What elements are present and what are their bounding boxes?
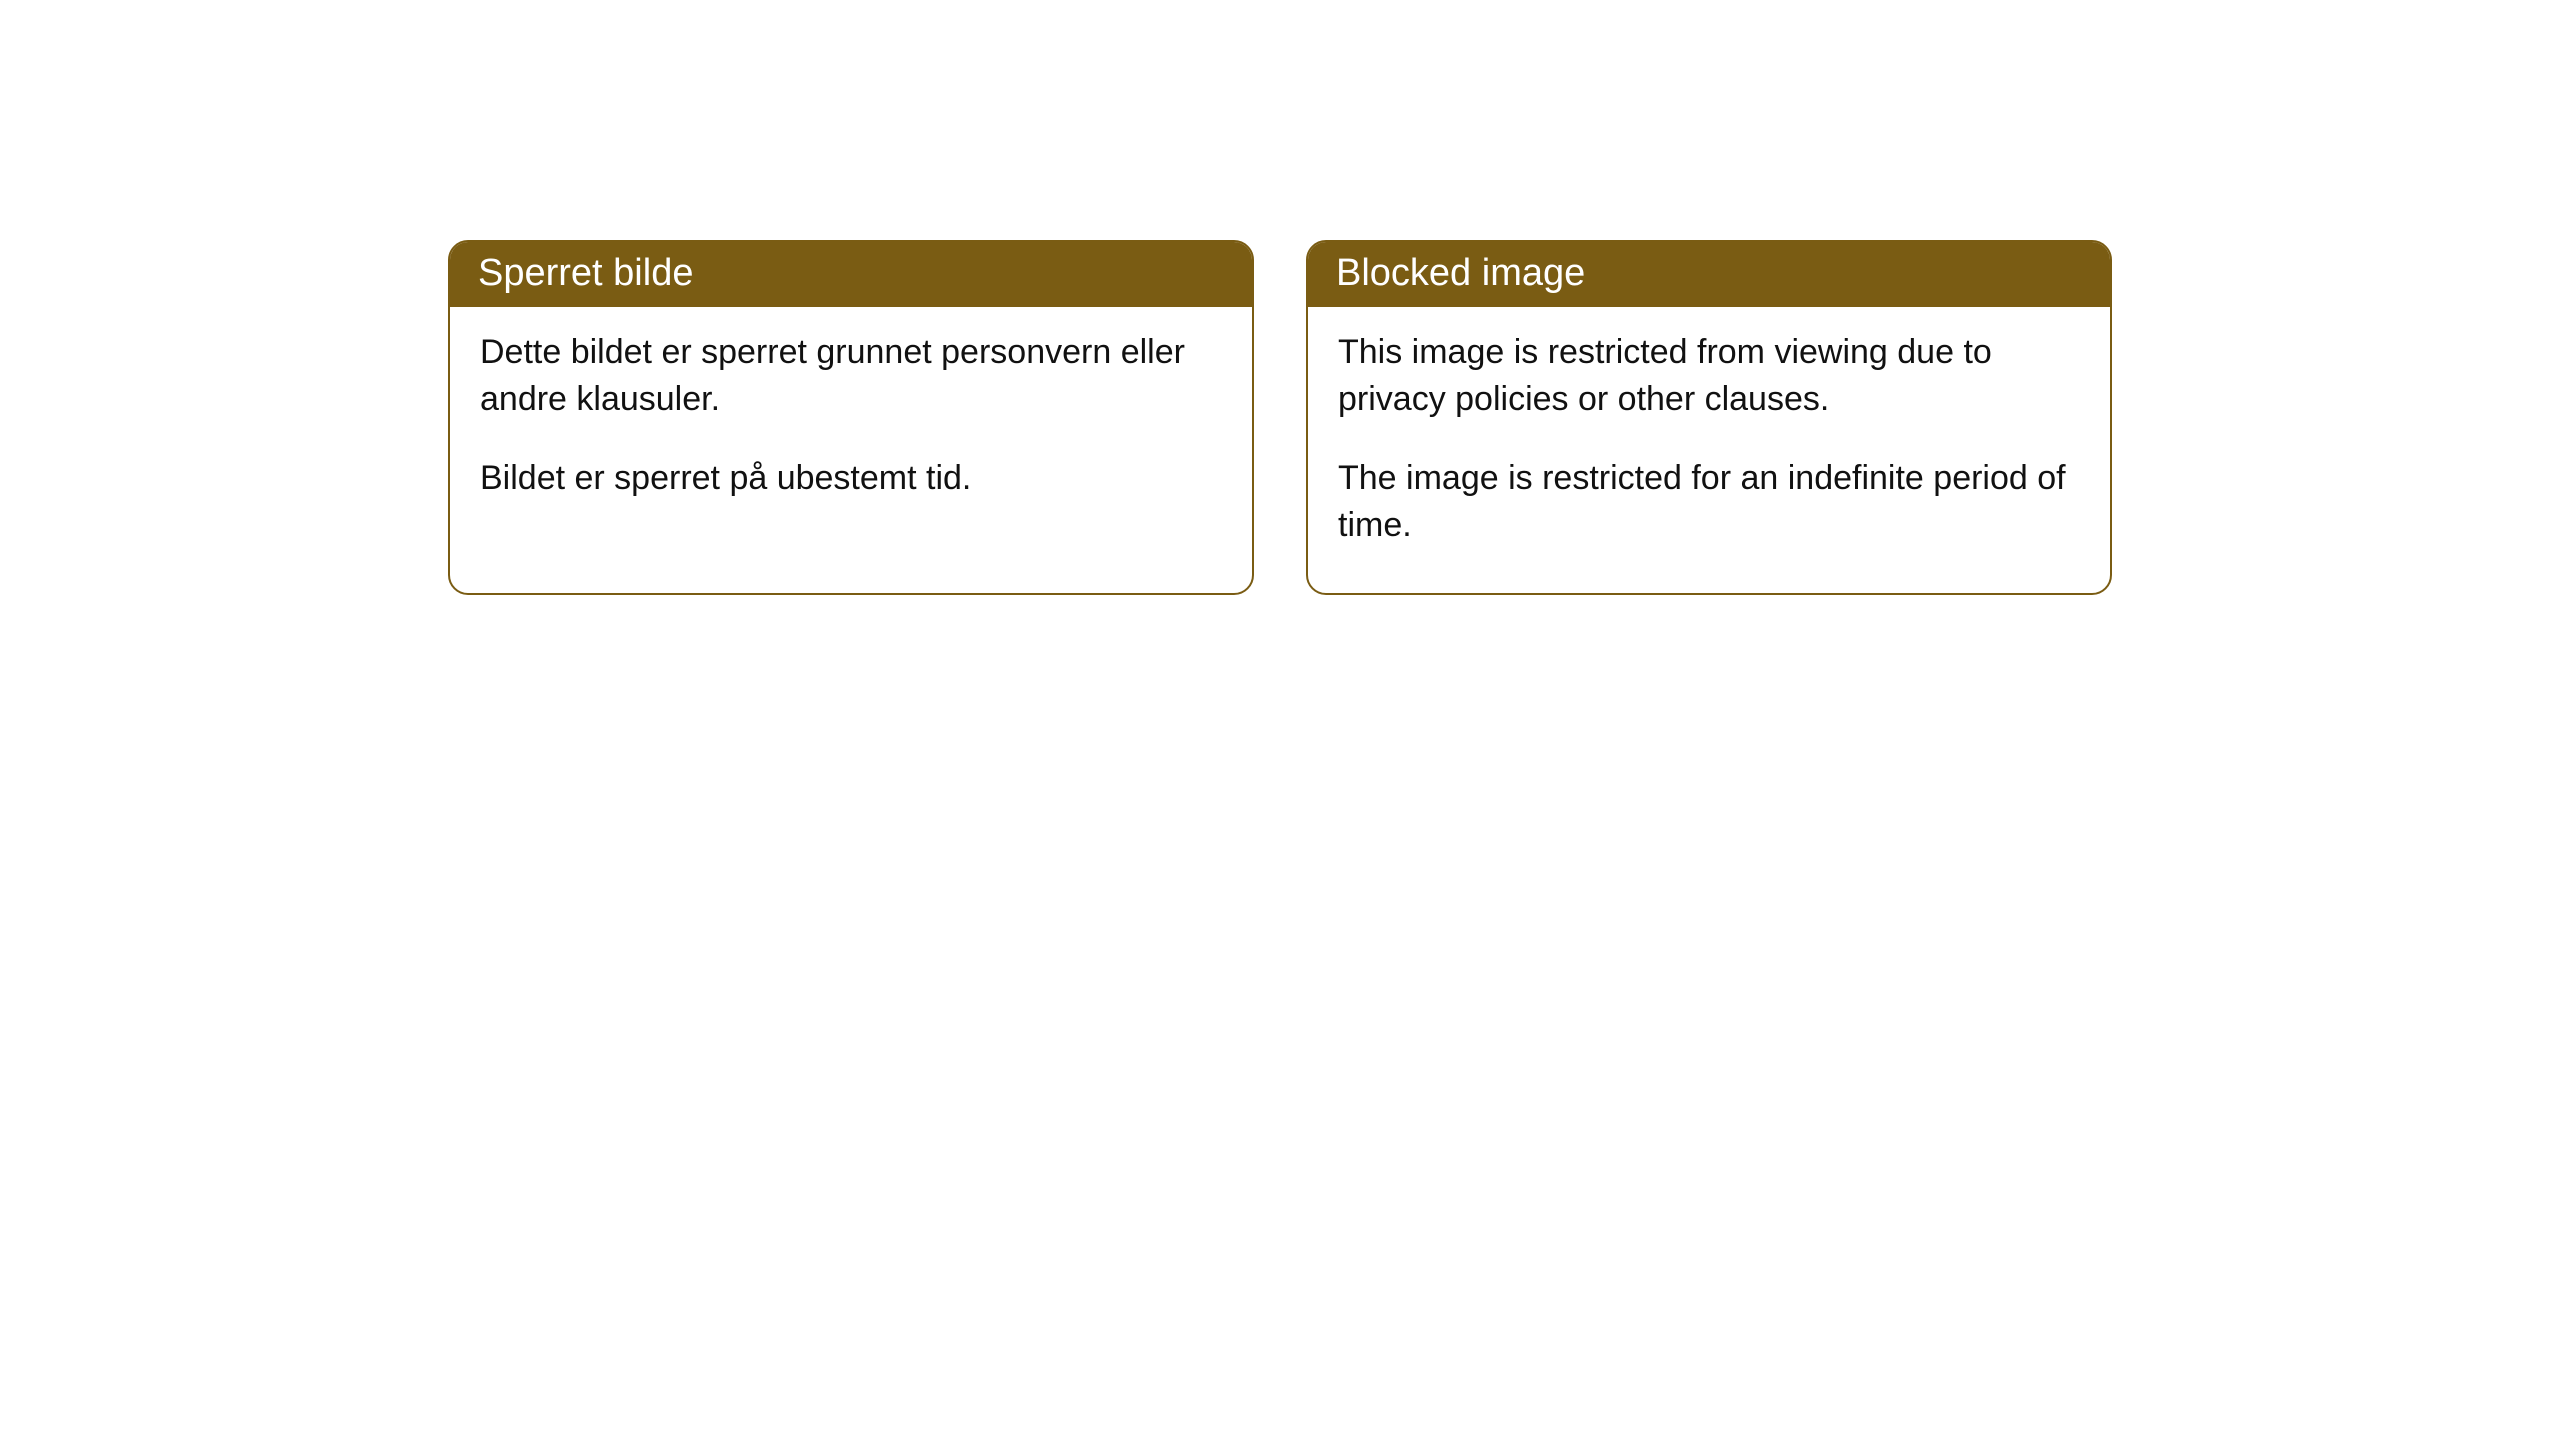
cards-container: Sperret bilde Dette bildet er sperret gr… (448, 240, 2112, 595)
card-body-norwegian: Dette bildet er sperret grunnet personve… (450, 307, 1252, 546)
card-header-english: Blocked image (1308, 242, 2110, 307)
blocked-image-card-norwegian: Sperret bilde Dette bildet er sperret gr… (448, 240, 1254, 595)
card-paragraph-1-english: This image is restricted from viewing du… (1338, 329, 2080, 423)
blocked-image-card-english: Blocked image This image is restricted f… (1306, 240, 2112, 595)
card-header-norwegian: Sperret bilde (450, 242, 1252, 307)
card-body-english: This image is restricted from viewing du… (1308, 307, 2110, 593)
card-paragraph-2-english: The image is restricted for an indefinit… (1338, 455, 2080, 549)
card-paragraph-2-norwegian: Bildet er sperret på ubestemt tid. (480, 455, 1222, 502)
card-paragraph-1-norwegian: Dette bildet er sperret grunnet personve… (480, 329, 1222, 423)
